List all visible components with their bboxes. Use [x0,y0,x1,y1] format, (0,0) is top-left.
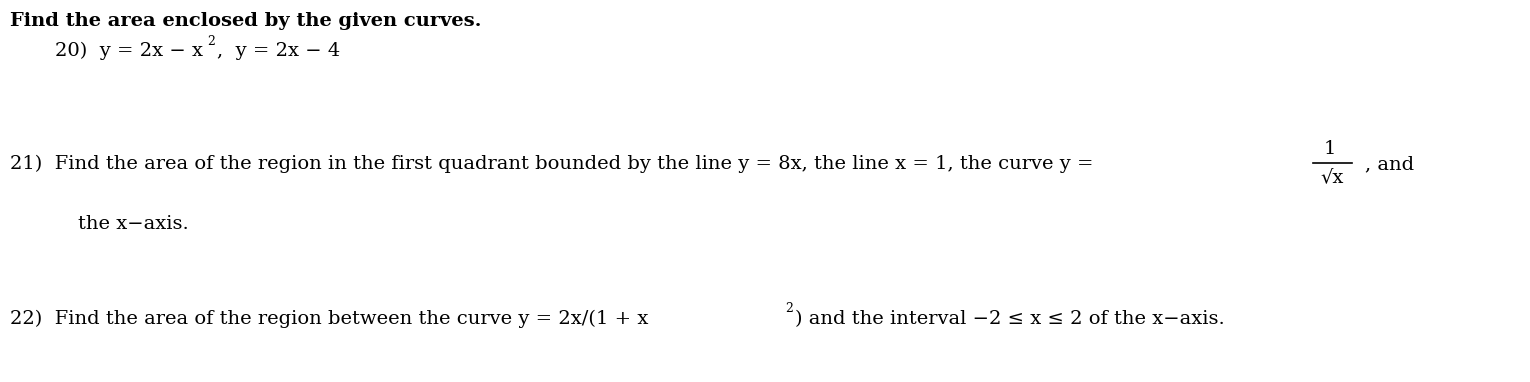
Text: 1: 1 [1323,140,1336,158]
Text: 2: 2 [785,302,793,315]
Text: ) and the interval −2 ≤ x ≤ 2 of the x−axis.: ) and the interval −2 ≤ x ≤ 2 of the x−a… [796,310,1224,328]
Text: the x−axis.: the x−axis. [78,215,188,233]
Text: , and: , and [1365,155,1414,173]
Text: 20)  y = 2x − x: 20) y = 2x − x [55,42,203,60]
Text: Find the area enclosed by the given curves.: Find the area enclosed by the given curv… [11,12,482,30]
Text: √x: √x [1320,168,1343,186]
Text: 22)  Find the area of the region between the curve y = 2x/(1 + x: 22) Find the area of the region between … [11,310,649,328]
Text: ,  y = 2x − 4: , y = 2x − 4 [217,42,340,60]
Text: 21)  Find the area of the region in the first quadrant bounded by the line y = 8: 21) Find the area of the region in the f… [11,155,1094,173]
Text: 2: 2 [207,35,214,48]
